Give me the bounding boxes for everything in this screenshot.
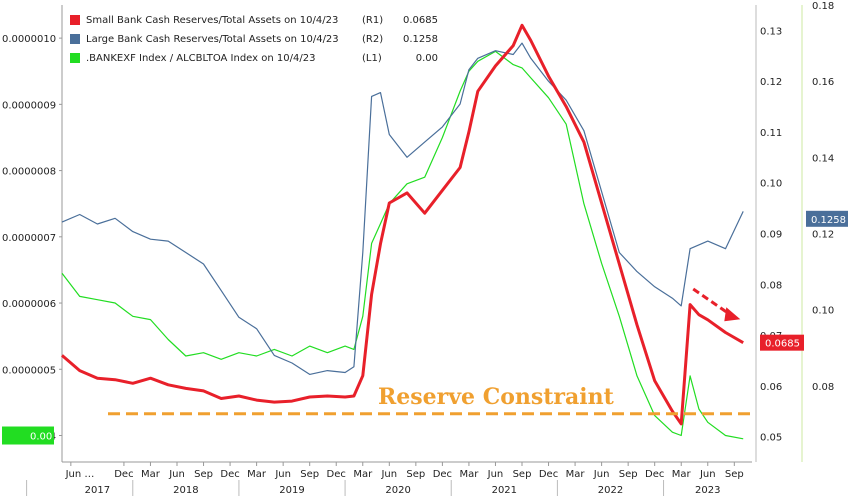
series-line-l1 bbox=[61, 50, 744, 440]
right2-tick-label: 0.16 bbox=[812, 77, 834, 88]
legend-last-value: 0.0685 bbox=[403, 15, 438, 26]
x-tick-label: Sep bbox=[194, 469, 213, 480]
annotations-group: Reserve Constraint bbox=[108, 287, 750, 416]
x-tick-label: Sep bbox=[725, 469, 744, 480]
legend-background bbox=[66, 10, 446, 68]
year-label: 2020 bbox=[385, 485, 410, 496]
left-tick-label: 0.0000009 bbox=[2, 100, 56, 111]
year-label: 2018 bbox=[173, 485, 198, 496]
right1-tick-label: 0.06 bbox=[760, 382, 782, 393]
series-line-r1 bbox=[61, 23, 744, 426]
x-tick-label: Dec bbox=[114, 469, 133, 480]
left-tick-label: 0.0000007 bbox=[2, 233, 56, 244]
year-label: 2022 bbox=[598, 485, 623, 496]
right1-tick-label: 0.05 bbox=[760, 433, 782, 444]
x-tick-label: Jun bbox=[274, 469, 291, 480]
trend-arrow-head bbox=[724, 307, 741, 322]
x-tick-label: Mar bbox=[566, 469, 586, 480]
year-label: 2021 bbox=[492, 485, 517, 496]
legend-axis-code: (R2) bbox=[362, 34, 383, 45]
legend-series-name: .BANKEXF Index / ALCBLTOA Index on 10/4/… bbox=[86, 53, 315, 64]
x-tick-label: Mar bbox=[672, 469, 692, 480]
x-tick-label: Dec bbox=[327, 469, 346, 480]
x-tick-label: Jun bbox=[380, 469, 397, 480]
right2-tick-label: 0.10 bbox=[812, 306, 834, 317]
badge-index-box bbox=[2, 426, 54, 445]
x-tick-label: Mar bbox=[141, 469, 161, 480]
x-tick-label: Sep bbox=[513, 469, 532, 480]
x-tick-label: Jun bbox=[487, 469, 504, 480]
x-tick-label: Sep bbox=[300, 469, 319, 480]
x-tick-label: Sep bbox=[619, 469, 638, 480]
legend-series-name: Small Bank Cash Reserves/Total Assets on… bbox=[86, 15, 338, 26]
badge-large-bank-text: 0.1258 bbox=[811, 215, 846, 226]
right1-tick-label: 0.08 bbox=[760, 280, 782, 291]
legend: Small Bank Cash Reserves/Total Assets on… bbox=[66, 10, 446, 68]
x-tick-label: Sep bbox=[406, 469, 425, 480]
left-tick-label: 0.0000010 bbox=[2, 34, 56, 45]
right1-tick-label: 0.13 bbox=[760, 26, 782, 37]
right1-tick-label: 0.10 bbox=[760, 179, 782, 190]
badge-small-bank-box bbox=[760, 334, 804, 351]
right1-tick-label: 0.12 bbox=[760, 77, 782, 88]
year-label: 2023 bbox=[695, 485, 720, 496]
badge-index-text: 0.00 bbox=[30, 432, 52, 443]
year-label: 2019 bbox=[279, 485, 304, 496]
left-tick-label: 0.0000006 bbox=[2, 299, 56, 310]
legend-swatch bbox=[70, 34, 80, 44]
x-tick-label: Dec bbox=[645, 469, 664, 480]
right1-tick-label: 0.09 bbox=[760, 230, 782, 241]
badges-group: 0.0685 0.1258 0.00 bbox=[2, 210, 848, 445]
right2-tick-label: 0.12 bbox=[812, 230, 834, 241]
legend-last-value: 0.1258 bbox=[403, 34, 438, 45]
x-tick-label: Jun bbox=[699, 469, 716, 480]
year-label: 2017 bbox=[85, 485, 110, 496]
left-tick-label: 0.0000005 bbox=[2, 365, 56, 376]
right2-tick-label: 0.08 bbox=[812, 382, 834, 393]
legend-swatch bbox=[70, 53, 80, 63]
right2-tick-label: 0.14 bbox=[812, 153, 834, 164]
legend-last-value: 0.00 bbox=[416, 53, 438, 64]
badge-small-bank-text: 0.0685 bbox=[765, 339, 800, 350]
x-tick-label: Mar bbox=[459, 469, 479, 480]
trend-arrow-shaft bbox=[692, 287, 730, 315]
legend-axis-code: (R1) bbox=[362, 15, 383, 26]
x-tick-label: Jun bbox=[593, 469, 610, 480]
right1-tick-label: 0.11 bbox=[760, 128, 782, 139]
badge-large-bank-box bbox=[806, 210, 848, 227]
x-tick-label: Mar bbox=[247, 469, 267, 480]
x-tick-label: Mar bbox=[353, 469, 373, 480]
left-tick-label: 0.0000008 bbox=[2, 167, 56, 178]
legend-axis-code: (L1) bbox=[362, 53, 382, 64]
legend-swatch bbox=[70, 15, 80, 25]
reserve-constraint-label: Reserve Constraint bbox=[378, 384, 615, 410]
series-line-r2 bbox=[61, 42, 744, 375]
x-tick-label: Jun bbox=[168, 469, 185, 480]
series-lines-group bbox=[61, 23, 744, 440]
axes-group: 0.0000010 0.0000009 0.0000008 0.0000007 0.00… bbox=[2, 1, 834, 496]
x-tick-label: Dec bbox=[220, 469, 239, 480]
x-tick-label: Dec bbox=[433, 469, 452, 480]
x-tick-label: Dec bbox=[539, 469, 558, 480]
legend-series-name: Large Bank Cash Reserves/Total Assets on… bbox=[86, 34, 339, 45]
right2-tick-label: 0.18 bbox=[812, 1, 834, 12]
x-tick-label: Jun … bbox=[65, 469, 95, 480]
